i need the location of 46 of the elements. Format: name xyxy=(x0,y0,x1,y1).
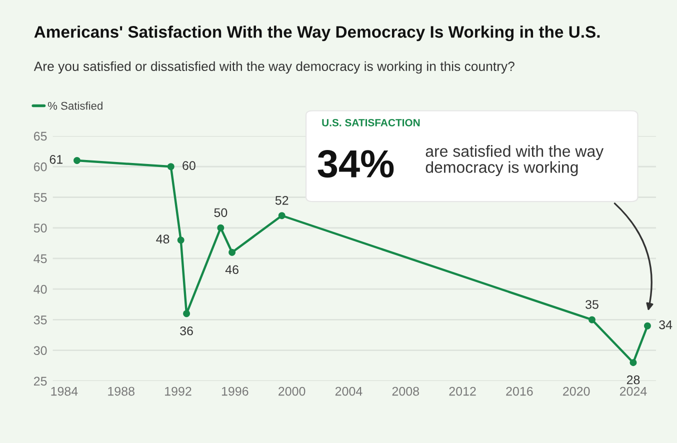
x-tick-label: 2008 xyxy=(392,386,419,396)
point xyxy=(644,322,651,330)
chart-title: Americans' Satisfaction With the Way Democracy Is Working in the U.S. xyxy=(34,26,600,42)
y-tick-label: 45 xyxy=(34,254,47,264)
x-tick-label: 1996 xyxy=(222,386,248,396)
y-tick-label: 30 xyxy=(34,346,47,356)
annotation: are satisfied with the way democracy is working xyxy=(426,145,604,176)
point xyxy=(588,316,596,324)
x-tick-label: 1984 xyxy=(51,386,78,396)
data-label: 60 xyxy=(182,161,196,170)
point xyxy=(630,359,637,366)
y-tick-label: 25 xyxy=(34,376,47,386)
y-tick-label: 50 xyxy=(34,224,47,233)
point xyxy=(228,248,236,256)
y-tick-label: 40 xyxy=(34,284,47,294)
y-tick-label: 35 xyxy=(34,316,47,324)
chart-subtitle: Are you satisfied or dissatisfied with the way democracy is working in this country? xyxy=(34,61,514,74)
legend-label: % Satisfied xyxy=(48,102,102,110)
data-label: 34 xyxy=(659,320,672,330)
y-tick-label: 65 xyxy=(34,132,47,141)
y-tick-label: 55 xyxy=(34,193,47,202)
point xyxy=(217,224,224,232)
x-tick-label: 2004 xyxy=(335,386,362,396)
data-label: 36 xyxy=(180,326,193,336)
x-tick-label: 1988 xyxy=(108,386,134,396)
x-tick-label: 2000 xyxy=(278,386,306,396)
data-label: 35 xyxy=(586,300,598,309)
text: U.S. SATISFACTION xyxy=(322,118,420,126)
data-label: 46 xyxy=(225,265,238,274)
point xyxy=(74,157,80,164)
point xyxy=(278,212,286,220)
x-tick-label: 2024 xyxy=(620,386,647,396)
x-tick-label: 1992 xyxy=(165,386,192,396)
point xyxy=(183,310,190,318)
data-label: 52 xyxy=(275,196,288,205)
data-label: 50 xyxy=(214,208,228,218)
y-tick-label: 60 xyxy=(34,162,47,172)
point xyxy=(167,163,174,170)
data-label: 28 xyxy=(626,375,640,384)
point xyxy=(177,236,184,244)
x-tick-label: 2012 xyxy=(449,386,476,396)
data-label: 61 xyxy=(50,155,62,164)
data-label: 48 xyxy=(156,234,170,244)
annotation: 34% xyxy=(318,150,394,178)
x-tick-label: 2016 xyxy=(506,386,533,396)
x-tick-label: 2020 xyxy=(563,386,590,396)
